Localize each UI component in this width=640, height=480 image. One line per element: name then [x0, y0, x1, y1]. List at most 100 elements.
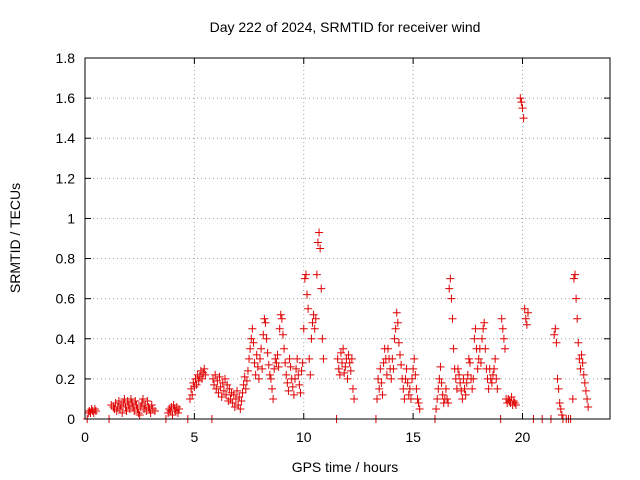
data-point [382, 370, 391, 379]
data-point [151, 406, 159, 415]
data-point [187, 384, 196, 393]
data-point [238, 388, 247, 397]
data-point [289, 390, 298, 399]
data-point [312, 270, 321, 279]
data-point [229, 390, 238, 399]
data-point [136, 402, 145, 411]
data-point [492, 374, 501, 383]
data-point [147, 400, 156, 409]
data-point [555, 398, 564, 407]
data-point [288, 382, 297, 391]
data-point [392, 308, 401, 317]
data-point [448, 314, 457, 323]
data-point [146, 408, 155, 417]
data-point [200, 364, 209, 373]
data-point [311, 314, 320, 323]
data-point [306, 370, 315, 379]
data-point [517, 98, 526, 107]
data-point [556, 404, 565, 413]
chart-title: Day 222 of 2024, SRMTID for receiver win… [210, 19, 481, 35]
data-point [189, 378, 198, 387]
data-point [142, 406, 151, 415]
data-point [410, 354, 419, 363]
data-point [296, 388, 305, 397]
data-point [491, 354, 500, 363]
data-point [217, 392, 226, 401]
x-tick-label: 15 [405, 429, 421, 445]
data-point [237, 396, 246, 405]
data-point [250, 358, 259, 367]
data-point [571, 270, 579, 279]
data-point [253, 362, 262, 371]
data-point [246, 344, 255, 353]
data-point [484, 384, 493, 393]
data-point [310, 324, 319, 333]
data-point [299, 324, 308, 333]
data-point [443, 394, 452, 403]
data-point [458, 394, 467, 403]
data-point [245, 354, 254, 363]
data-point [397, 360, 406, 369]
data-point [501, 344, 509, 353]
data-point [403, 378, 412, 387]
data-point [488, 370, 497, 379]
data-point [228, 398, 237, 407]
y-tick-label: 1 [67, 210, 75, 226]
data-point [169, 400, 178, 409]
data-point [493, 384, 502, 393]
data-point [247, 334, 256, 343]
data-point [390, 334, 399, 343]
data-point [256, 354, 264, 363]
data-point [446, 274, 455, 283]
data-point [468, 384, 477, 393]
data-point [243, 366, 252, 375]
data-point [583, 394, 592, 403]
data-point [318, 334, 327, 343]
data-point [254, 374, 263, 383]
data-point [452, 384, 461, 393]
data-point [291, 374, 299, 383]
data-point [409, 364, 418, 373]
data-point [466, 358, 474, 367]
data-point [303, 290, 312, 299]
data-point [490, 364, 499, 373]
data-point [276, 310, 285, 319]
data-point [138, 394, 147, 403]
data-point [252, 350, 261, 359]
data-point [301, 270, 310, 279]
data-point [339, 344, 348, 353]
data-point [277, 314, 286, 323]
data-point [231, 394, 240, 403]
y-tick-label: 1.8 [56, 50, 76, 66]
data-point [507, 392, 516, 401]
data-point [283, 378, 292, 387]
x-axis-label: GPS time / hours [292, 459, 399, 475]
data-point [345, 358, 354, 367]
data-point [295, 380, 304, 389]
data-point [240, 372, 249, 381]
data-point [135, 410, 144, 419]
data-point [553, 374, 562, 383]
data-point [173, 408, 182, 417]
y-tick-label: 1.4 [56, 130, 76, 146]
data-point [304, 304, 313, 313]
data-point [457, 386, 466, 395]
data-point [348, 384, 357, 393]
data-point [319, 354, 328, 363]
data-point [338, 358, 347, 367]
data-point [445, 284, 454, 293]
data-point [239, 380, 248, 389]
data-point [216, 382, 225, 391]
data-point [215, 372, 224, 381]
data-point [213, 376, 222, 385]
data-point [259, 330, 268, 339]
data-point [404, 390, 413, 399]
data-point [234, 400, 243, 409]
data-point [444, 398, 453, 407]
data-point [317, 284, 326, 293]
data-point [464, 354, 473, 363]
data-point [218, 378, 227, 387]
data-point [201, 370, 210, 379]
data-point [233, 386, 242, 395]
data-point [470, 334, 479, 343]
